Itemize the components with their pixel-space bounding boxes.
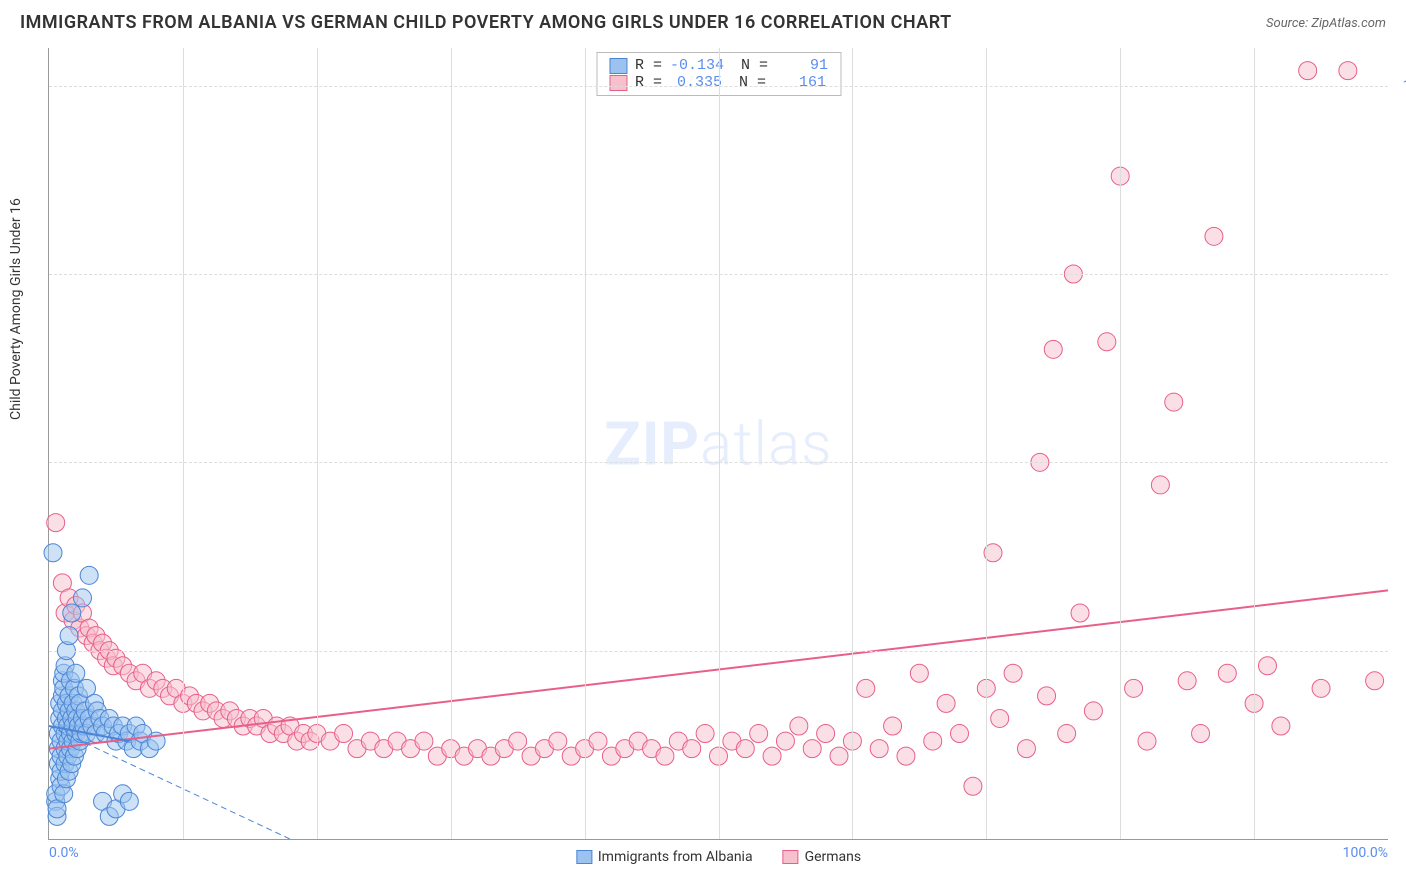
legend-item: Immigrants from Albania <box>576 849 753 865</box>
swatch-icon <box>576 850 592 864</box>
y-tick-label: 25.0% <box>1393 643 1406 659</box>
y-tick-label: 75.0% <box>1393 266 1406 282</box>
legend-label: Immigrants from Albania <box>598 849 753 865</box>
chart-title: IMMIGRANTS FROM ALBANIA VS GERMAN CHILD … <box>20 12 952 33</box>
y-tick-label: 100.0% <box>1393 78 1406 94</box>
legend-item: Germans <box>783 849 862 865</box>
x-tick-label: 100.0% <box>1343 845 1388 861</box>
y-axis-label: Child Poverty Among Girls Under 16 <box>8 198 24 420</box>
bottom-legend: Immigrants from Albania Germans <box>576 849 861 865</box>
x-tick-label: 0.0% <box>49 845 79 861</box>
plot-area: ZIPatlas R = -0.134 N = 91 R = 0.335 N =… <box>48 48 1388 840</box>
source-attribution: Source: ZipAtlas.com <box>1266 16 1386 31</box>
legend-label: Germans <box>805 849 862 865</box>
y-tick-label: 50.0% <box>1393 454 1406 470</box>
swatch-icon <box>783 850 799 864</box>
